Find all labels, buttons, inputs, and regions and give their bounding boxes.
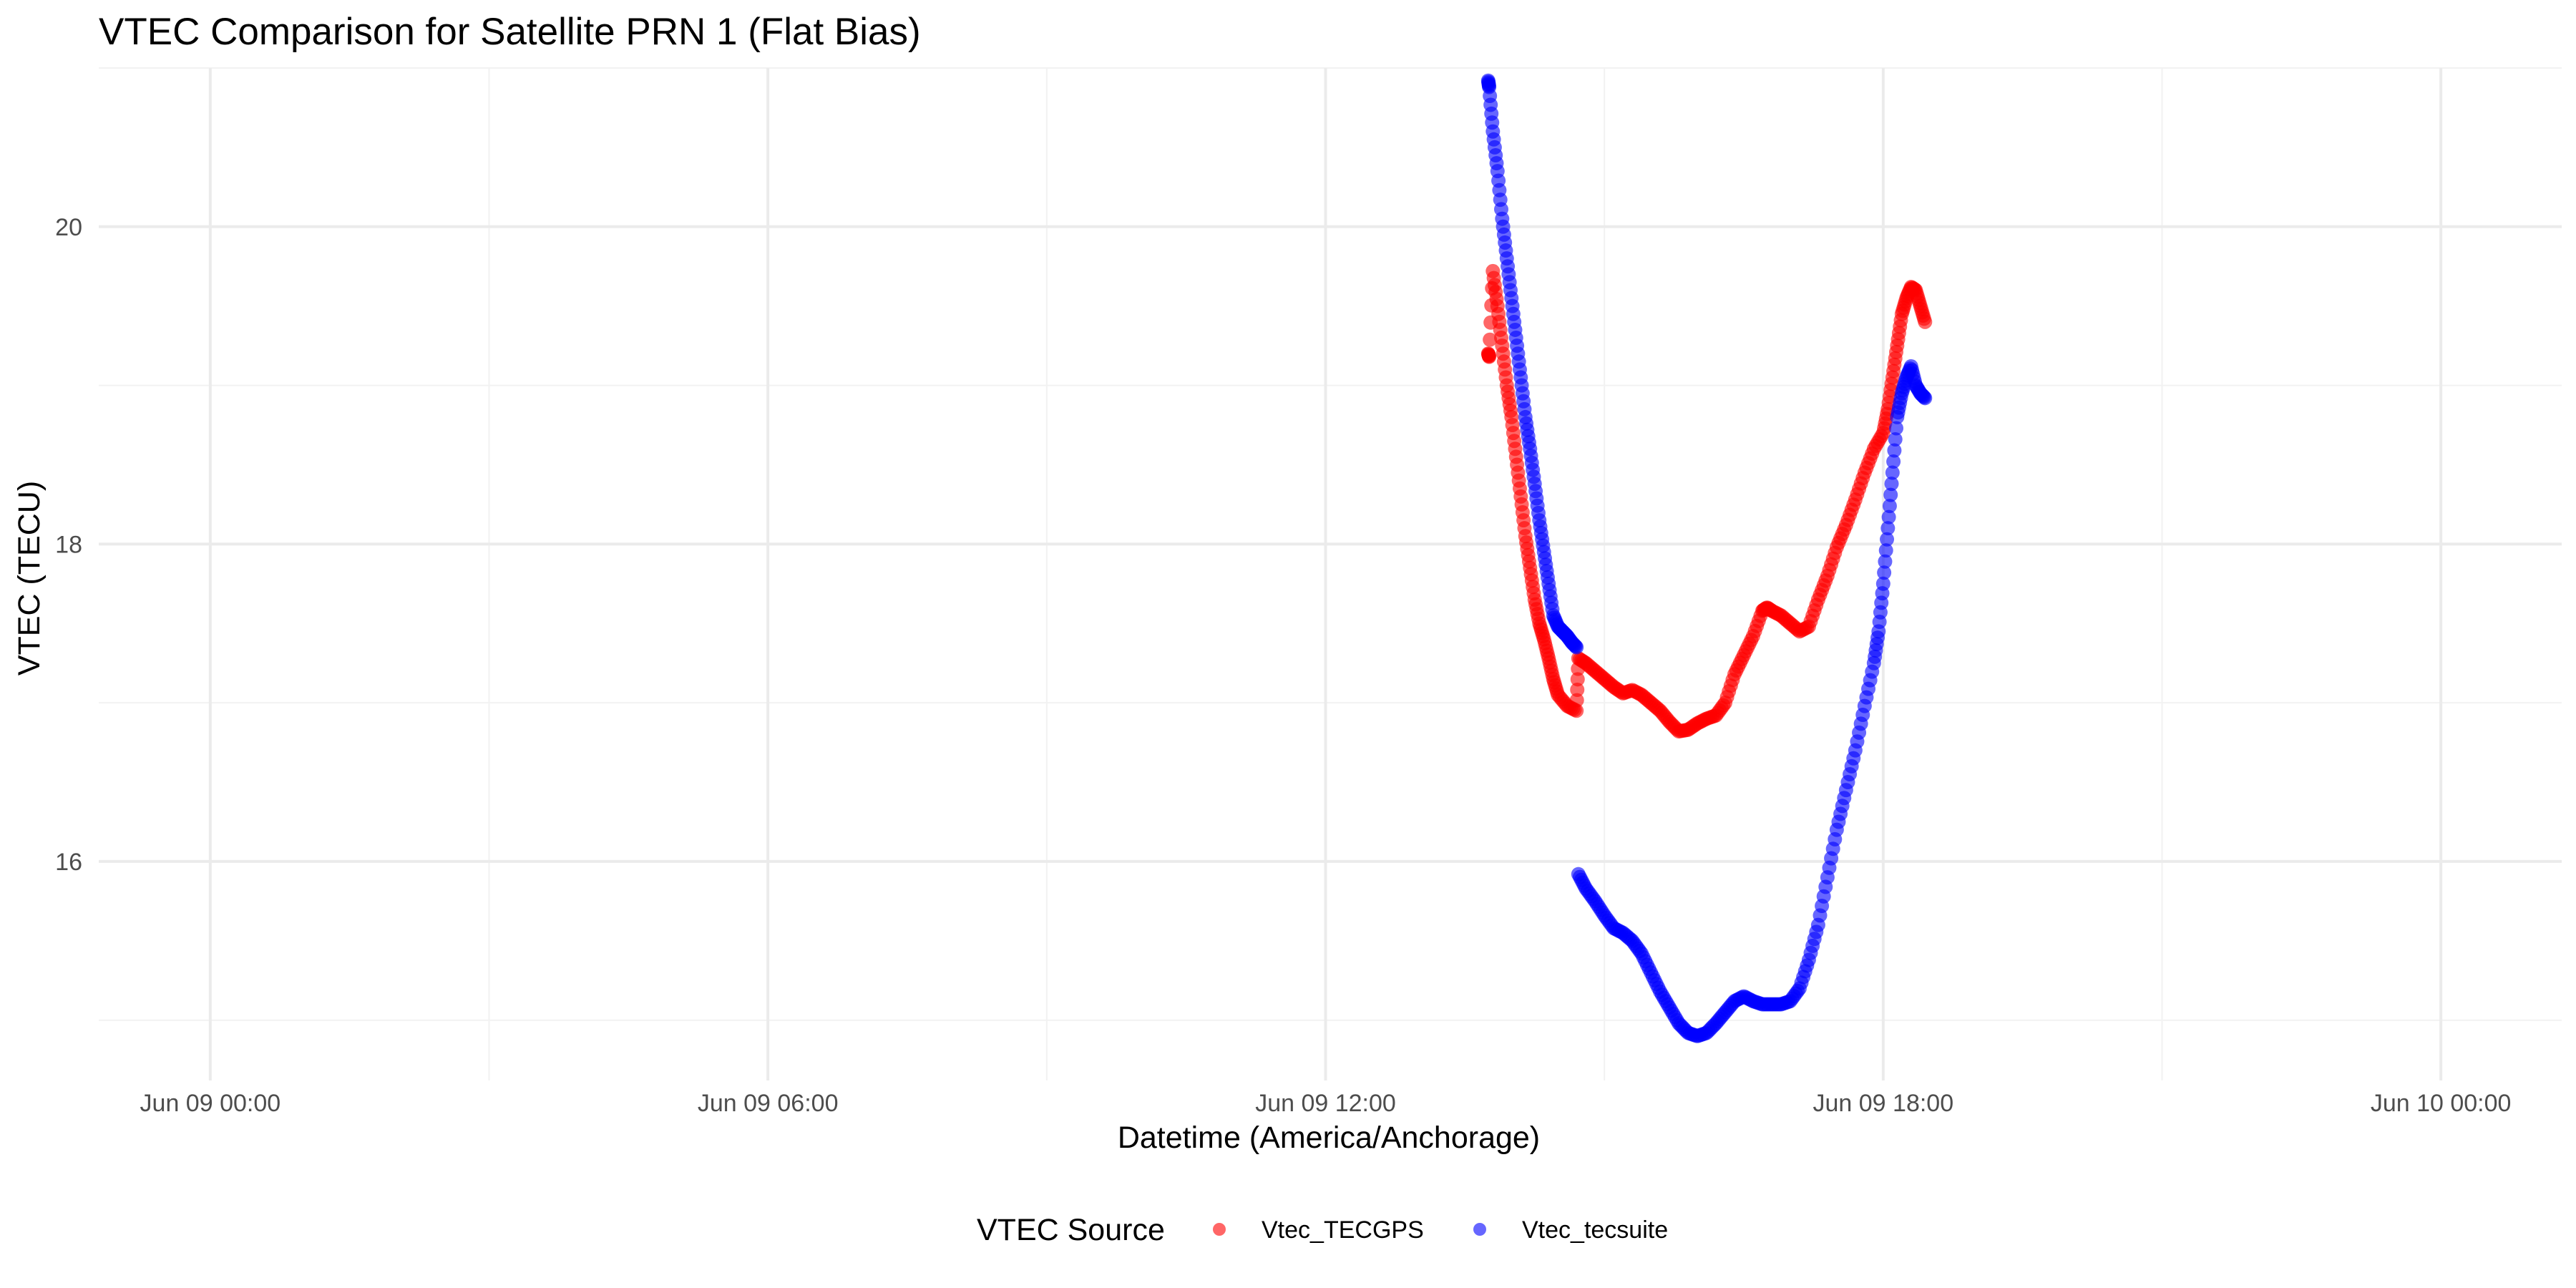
series-vtec-tecsuite: [1480, 73, 1933, 1043]
data-point: [1888, 431, 1903, 447]
y-tick-labels: 16 18 20: [55, 214, 82, 876]
data-point: [1887, 443, 1902, 458]
data-point: [1877, 565, 1892, 580]
data-point: [1569, 640, 1584, 655]
x-tick-label: Jun 10 00:00: [2371, 1090, 2512, 1117]
data-point: [1875, 576, 1890, 591]
x-tick-label: Jun 09 00:00: [140, 1090, 281, 1117]
y-tick-label: 18: [55, 531, 82, 558]
data-point: [1881, 509, 1896, 525]
data-point: [1880, 521, 1896, 536]
x-tick-label: Jun 09 06:00: [698, 1090, 839, 1117]
data-point: [1569, 693, 1584, 708]
data-point: [1570, 682, 1585, 697]
y-tick-label: 16: [55, 849, 82, 876]
data-point: [1482, 349, 1497, 364]
data-point: [1886, 454, 1901, 469]
chart-title: VTEC Comparison for Satellite PRN 1 (Fla…: [99, 11, 921, 53]
legend-label-vtec-tecgps: Vtec_TECGPS: [1262, 1216, 1424, 1244]
series-vtec-tecgps: [1480, 263, 1933, 739]
x-tick-labels: Jun 09 00:00 Jun 09 06:00 Jun 09 12:00 Jun …: [140, 1090, 2512, 1117]
data-point: [1878, 543, 1893, 558]
data-point: [1878, 554, 1893, 569]
data-point: [1883, 487, 1898, 502]
data-point: [1569, 703, 1584, 718]
grid: [99, 67, 2562, 1080]
legend-label-vtec-tecsuite: Vtec_tecsuite: [1522, 1216, 1668, 1244]
legend: VTEC Source Vtec_TECGPS Vtec_tecsuite: [977, 1213, 1668, 1247]
data-point: [1918, 391, 1933, 406]
legend-key-vtec-tecsuite: [1473, 1223, 1486, 1236]
data-point: [1918, 314, 1933, 329]
data-point: [1882, 499, 1897, 514]
data-point: [1880, 532, 1895, 547]
data-point: [1885, 465, 1900, 480]
data-point: [1483, 332, 1498, 347]
legend-title: VTEC Source: [977, 1213, 1165, 1247]
data-point: [1889, 421, 1904, 436]
legend-key-vtec-tecgps: [1213, 1223, 1226, 1236]
data-point: [1570, 672, 1585, 687]
data-point: [1884, 477, 1899, 492]
x-tick-label: Jun 09 18:00: [1813, 1090, 1954, 1117]
x-tick-label: Jun 09 12:00: [1255, 1090, 1396, 1117]
data-points: [1480, 73, 1933, 1043]
y-tick-label: 20: [55, 214, 82, 241]
x-axis-title: Datetime (America/Anchorage): [1118, 1121, 1540, 1155]
y-axis-title: VTEC (TECU): [12, 481, 47, 675]
